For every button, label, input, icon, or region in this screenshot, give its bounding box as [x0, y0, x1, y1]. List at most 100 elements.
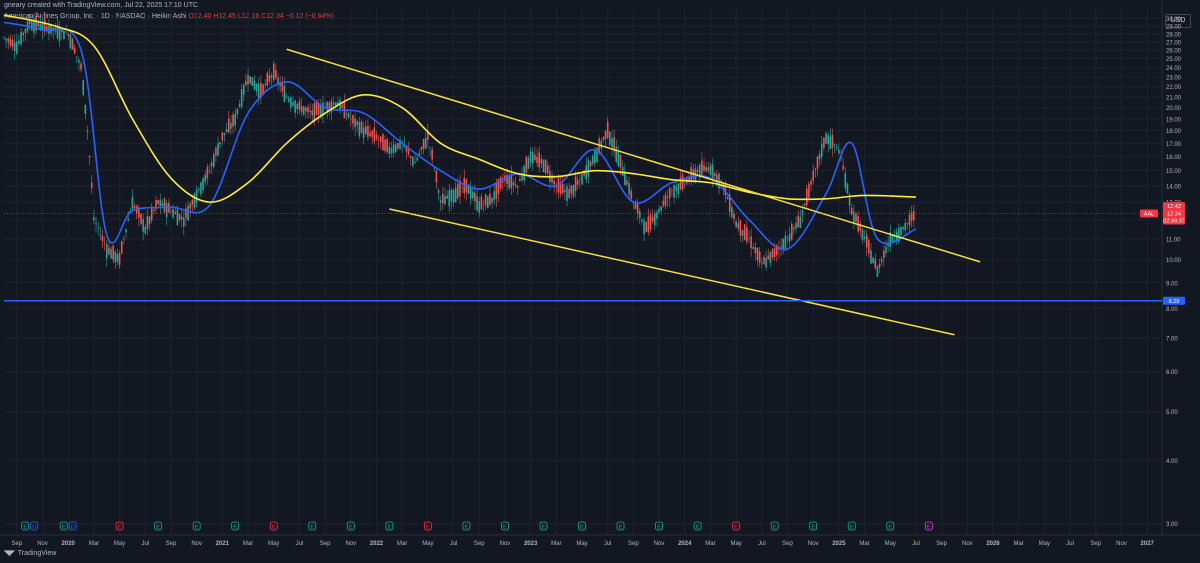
candle-body — [142, 219, 144, 232]
event-marker-label: E — [465, 525, 469, 531]
trendline[interactable] — [389, 208, 955, 336]
candle-body — [253, 80, 256, 90]
candle-body — [31, 19, 33, 31]
candle-body — [838, 149, 840, 154]
event-marker[interactable] — [154, 521, 163, 531]
event-marker[interactable] — [308, 521, 317, 531]
candle-body — [681, 174, 684, 190]
candle-body — [576, 180, 579, 185]
candle-body — [566, 186, 568, 201]
candle-body — [544, 159, 547, 174]
candle-body — [50, 23, 52, 34]
x-tick-label: 2020 — [62, 541, 76, 547]
candle-body — [812, 171, 814, 181]
event-marker[interactable] — [346, 521, 355, 531]
candle-body — [572, 185, 575, 197]
candle-body — [790, 224, 793, 240]
candle-body — [720, 180, 722, 183]
candle-body — [542, 160, 545, 173]
candle-body — [24, 28, 27, 33]
candle-body — [913, 210, 915, 221]
candle-body — [418, 153, 421, 155]
candle-body — [457, 183, 459, 198]
x-tick-label: Mar — [551, 541, 561, 547]
event-marker[interactable] — [269, 521, 278, 531]
event-marker[interactable] — [30, 521, 39, 531]
candle-body — [855, 213, 857, 222]
event-marker[interactable] — [423, 521, 432, 531]
event-marker-label: E — [195, 525, 199, 531]
event-marker[interactable] — [886, 521, 895, 531]
candle-body — [35, 15, 37, 31]
event-marker[interactable] — [655, 521, 663, 531]
candle-body — [656, 211, 658, 219]
candle-body — [581, 173, 583, 185]
candle-body — [309, 110, 311, 113]
event-marker[interactable] — [732, 521, 741, 531]
candle-body — [596, 147, 598, 163]
event-marker[interactable] — [924, 521, 933, 531]
x-tick-label: May — [114, 541, 125, 547]
event-marker[interactable] — [578, 521, 586, 531]
x-tick-label: Nov — [1116, 541, 1127, 547]
candle-body — [69, 34, 72, 48]
candle-body — [602, 136, 605, 140]
trendline[interactable] — [286, 48, 981, 263]
candle-body — [332, 102, 335, 105]
candle-body — [713, 172, 716, 177]
candle-body — [67, 33, 70, 36]
candle-body — [386, 138, 388, 152]
event-marker[interactable] — [462, 521, 471, 531]
candle-body — [105, 244, 108, 259]
price-axis-label: 12.42 — [1167, 204, 1181, 210]
candle-body — [698, 164, 701, 178]
symbol-legend[interactable]: American Airlines Group, Inc. · 1D · NAS… — [4, 13, 334, 20]
candle-body — [844, 173, 847, 189]
candle-body — [799, 216, 802, 228]
candle-body — [641, 219, 643, 222]
candle-body — [793, 227, 795, 230]
y-tick-label: 5.00 — [1166, 410, 1178, 416]
slow-moving-average-line[interactable] — [3, 14, 916, 203]
candle-body — [752, 247, 755, 249]
y-tick-label: 25.00 — [1166, 57, 1182, 63]
event-marker[interactable] — [501, 521, 509, 531]
event-marker[interactable] — [385, 521, 394, 531]
event-marker[interactable] — [68, 521, 77, 531]
event-marker[interactable] — [192, 521, 201, 531]
event-marker[interactable] — [539, 521, 548, 531]
event-marker[interactable] — [693, 521, 702, 531]
x-tick-label: Jul — [141, 541, 149, 547]
event-marker[interactable] — [847, 521, 856, 531]
candle-body — [883, 250, 885, 259]
candle-body — [908, 214, 911, 226]
candle-body — [191, 200, 194, 205]
candle-body — [553, 180, 555, 185]
candle-body — [823, 137, 825, 148]
event-marker[interactable] — [231, 521, 240, 531]
y-tick-label: 9.00 — [1166, 281, 1178, 287]
event-marker[interactable] — [770, 521, 779, 531]
x-tick-label: Jul — [604, 541, 612, 547]
candle-body — [711, 164, 714, 179]
event-marker[interactable] — [616, 521, 625, 531]
event-marker[interactable] — [59, 521, 68, 531]
candle-body — [675, 186, 677, 191]
candle-body — [446, 195, 448, 199]
event-marker-label: E — [811, 525, 815, 531]
fast-moving-average-line[interactable] — [3, 21, 917, 251]
event-marker[interactable] — [115, 521, 124, 531]
candle-body — [724, 185, 727, 196]
candle-body — [189, 203, 192, 209]
currency-button[interactable]: USD — [1165, 14, 1191, 28]
candle-body — [487, 196, 489, 208]
candle-body — [459, 180, 461, 197]
candle-body — [73, 47, 76, 54]
event-marker[interactable] — [21, 521, 30, 531]
candle-body — [825, 133, 827, 144]
event-marker[interactable] — [809, 521, 818, 531]
y-tick-label: 29.00 — [1166, 25, 1182, 31]
candle-body — [664, 194, 667, 206]
candle-body — [754, 247, 757, 254]
